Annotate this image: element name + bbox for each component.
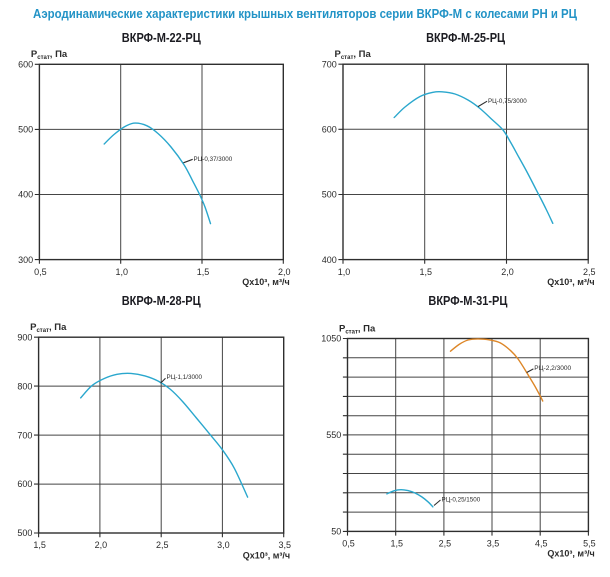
svg-text:Qx10³, м³/ч: Qx10³, м³/ч [242,277,289,287]
svg-text:Qx10³, м³/ч: Qx10³, м³/ч [547,277,594,287]
svg-text:ВКРФ-М-28-РЦ: ВКРФ-М-28-РЦ [122,293,201,308]
svg-text:РЦ-1,1/3000: РЦ-1,1/3000 [167,374,203,381]
svg-text:3,5: 3,5 [278,540,291,550]
svg-text:4,5: 4,5 [535,539,548,549]
svg-text:3,0: 3,0 [217,540,230,550]
svg-text:0,5: 0,5 [342,539,355,549]
svg-text:РЦ-2,2/3000: РЦ-2,2/3000 [534,365,571,372]
svg-text:РЦ-0,25/1500: РЦ-0,25/1500 [442,496,481,503]
svg-text:500: 500 [18,125,33,135]
svg-text:2,0: 2,0 [278,267,291,277]
svg-text:800: 800 [17,381,32,391]
svg-text:400: 400 [18,190,33,200]
svg-text:900: 900 [17,332,32,342]
svg-text:РЦ-0,75/3000: РЦ-0,75/3000 [488,98,527,105]
svg-text:400: 400 [322,255,337,265]
svg-text:600: 600 [18,60,33,70]
svg-text:1,5: 1,5 [419,267,432,277]
svg-text:Pстат, Па: Pстат, Па [31,49,68,61]
svg-text:700: 700 [17,430,32,440]
svg-text:2,5: 2,5 [156,540,169,550]
svg-text:Аэродинамические характеристик: Аэродинамические характеристики крышных … [33,7,578,21]
svg-text:550: 550 [326,430,341,440]
svg-text:Pстат, Па: Pстат, Па [30,322,67,334]
svg-text:3,5: 3,5 [487,539,500,549]
svg-text:5,5: 5,5 [583,539,596,549]
svg-text:2,5: 2,5 [439,539,452,549]
svg-text:2,5: 2,5 [583,267,596,277]
svg-text:ВКРФ-М-25-РЦ: ВКРФ-М-25-РЦ [426,30,505,45]
svg-text:Qx10³, м³/ч: Qx10³, м³/ч [243,550,290,560]
svg-text:2,0: 2,0 [501,267,514,277]
svg-text:50: 50 [331,527,341,537]
svg-text:500: 500 [17,528,32,538]
svg-text:1,5: 1,5 [33,540,46,550]
svg-text:ВКРФ-М-22-РЦ: ВКРФ-М-22-РЦ [122,30,201,45]
svg-text:1,0: 1,0 [338,267,351,277]
svg-text:ВКРФ-М-31-РЦ: ВКРФ-М-31-РЦ [428,293,507,308]
svg-text:Pстат, Па: Pстат, Па [339,323,376,335]
svg-text:Pстат, Па: Pстат, Па [335,49,372,61]
svg-text:2,0: 2,0 [95,540,108,550]
svg-text:Qx10³, м³/ч: Qx10³, м³/ч [547,549,594,559]
svg-text:1,0: 1,0 [115,267,128,277]
svg-text:500: 500 [322,190,337,200]
svg-text:1,5: 1,5 [390,539,403,549]
svg-text:700: 700 [322,59,337,69]
svg-text:600: 600 [322,125,337,135]
svg-text:300: 300 [18,255,33,265]
svg-text:0,5: 0,5 [34,267,47,277]
svg-text:600: 600 [17,479,32,489]
svg-text:1,5: 1,5 [197,267,210,277]
svg-text:1050: 1050 [321,334,341,344]
svg-text:РЦ-0,37/3000: РЦ-0,37/3000 [194,156,233,163]
